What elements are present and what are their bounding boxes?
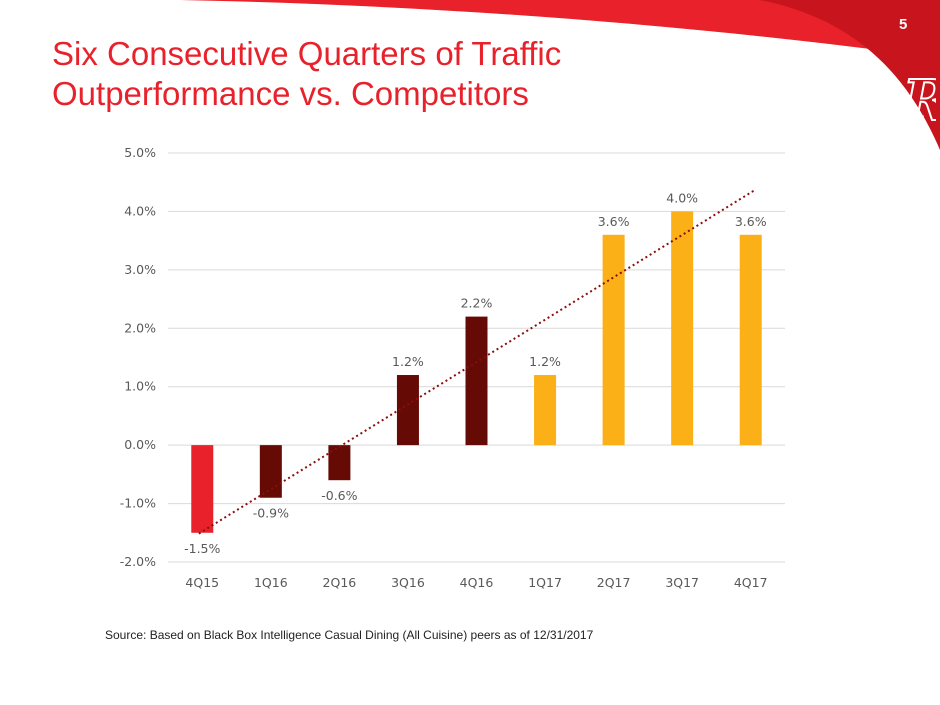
x-tick-label: 2Q17 [597,575,631,590]
x-tick-label: 1Q17 [528,575,562,590]
page-number: 5 [899,16,908,33]
bar [602,234,625,446]
data-label: -0.6% [321,488,357,503]
rr-logo-text: RR [854,68,936,134]
y-tick-label: 0.0% [124,437,156,452]
x-axis-tick-labels: 4Q15 1Q16 2Q16 3Q16 4Q16 1Q17 2Q17 3Q17 4Q17 [185,575,767,590]
x-tick-label: 4Q16 [460,575,494,590]
x-tick-label: 3Q16 [391,575,425,590]
y-axis-tick-labels: -2.0% -1.0% 0.0% 1.0% 2.0% 3.0% 4.0% 5.0% [120,145,156,569]
bar [534,375,557,446]
source-note: Source: Based on Black Box Intelligence … [105,628,594,642]
y-tick-label: -2.0% [120,554,156,569]
header-swoosh [180,0,940,150]
bar [396,375,419,446]
bar [739,234,762,446]
data-labels: -1.5% -0.9% -0.6% 1.2% 2.2% 1.2% 3.6% 4.0% 3.6% [184,190,767,555]
data-label: -1.5% [184,541,220,556]
data-label: 4.0% [666,190,698,205]
bar [465,316,488,446]
x-tick-label: 1Q16 [254,575,288,590]
trendline [198,189,755,535]
bar [328,445,351,481]
y-tick-label: 4.0% [124,203,156,218]
bar [259,445,282,498]
bar [191,445,214,533]
x-tick-label: 2Q16 [323,575,357,590]
trendline-layer [198,189,755,535]
x-tick-label: 3Q17 [665,575,699,590]
y-tick-label: 2.0% [124,320,156,335]
data-label: 3.6% [735,214,767,229]
red-swoosh-band [180,0,940,58]
data-label: 1.2% [529,354,561,369]
data-label: -0.9% [253,506,289,521]
y-tick-label: 5.0% [124,145,156,160]
page-title: Six Consecutive Quarters of Traffic Outp… [52,34,672,114]
title-line-2: Outperformance vs. Competitors [52,75,529,112]
x-tick-label: 4Q15 [185,575,219,590]
y-tick-label: -1.0% [120,496,156,511]
x-tick-label: 4Q17 [734,575,768,590]
y-tick-label: 1.0% [124,379,156,394]
data-label: 2.2% [461,296,493,311]
data-label: 1.2% [392,354,424,369]
data-label: 3.6% [598,214,630,229]
title-line-1: Six Consecutive Quarters of Traffic [52,35,562,72]
bar [671,211,694,446]
y-tick-label: 3.0% [124,262,156,277]
bars [191,211,762,533]
rr-logo-icon: RR [853,67,936,135]
red-swoosh-tail [760,0,940,150]
